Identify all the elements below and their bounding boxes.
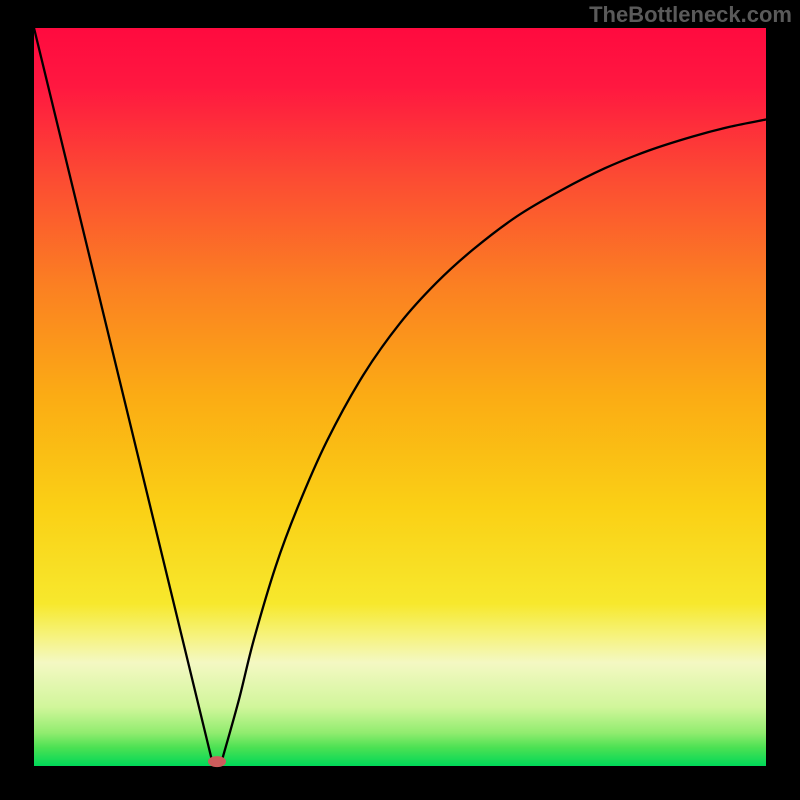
bottleneck-chart: TheBottleneck.com: [0, 0, 800, 800]
chart-svg: [0, 0, 800, 800]
watermark-text: TheBottleneck.com: [589, 2, 792, 28]
